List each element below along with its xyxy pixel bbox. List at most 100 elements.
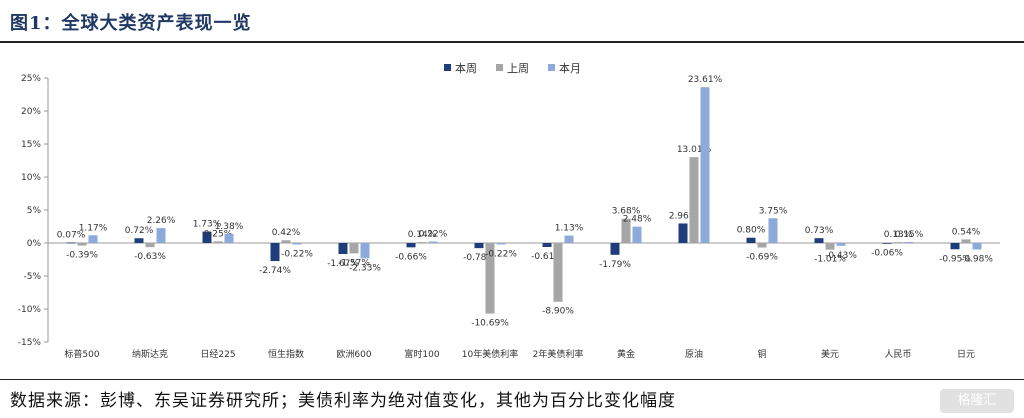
bar-last-week xyxy=(961,239,971,243)
data-label: -0.98% xyxy=(961,254,993,264)
data-label: -10.69% xyxy=(471,319,509,329)
data-label: -0.06% xyxy=(871,248,903,258)
data-label: -8.90% xyxy=(542,307,574,317)
category-label: 铜 xyxy=(757,348,766,360)
bar-this-month xyxy=(224,233,234,243)
data-label: -1.57% xyxy=(338,258,370,268)
bar-this-week xyxy=(814,238,824,243)
data-label: 0.72% xyxy=(125,226,154,236)
bar-last-week xyxy=(281,240,291,243)
category-label: 2年美债利率 xyxy=(533,348,584,360)
bar-last-week xyxy=(485,243,495,314)
bar-last-week xyxy=(77,243,87,246)
data-label: 0.07% xyxy=(57,231,86,241)
data-label: 1.73% xyxy=(193,220,222,230)
bar-this-week xyxy=(610,243,620,255)
bar-this-week xyxy=(950,243,960,250)
figure-header: 图1：全球大类资产表现一览 xyxy=(0,0,1024,42)
bar-this-week xyxy=(542,243,552,248)
data-label: 23.61% xyxy=(688,75,723,85)
bar-this-month xyxy=(156,228,166,243)
bar-last-week xyxy=(145,243,155,248)
figure-title: 图1：全球大类资产表现一览 xyxy=(10,13,252,34)
category-label: 标普500 xyxy=(64,348,99,360)
bar-last-week xyxy=(417,242,427,243)
y-tick-label: 20% xyxy=(21,107,41,117)
bar-this-month xyxy=(768,218,778,243)
data-label: 2.96% xyxy=(669,211,698,221)
bar-this-week xyxy=(338,243,348,255)
category-label: 黄金 xyxy=(617,348,635,360)
data-label: 1.17% xyxy=(79,223,108,233)
bar-this-month xyxy=(972,243,982,250)
watermark-logo: 格隆汇 xyxy=(940,389,1014,413)
bar-this-month xyxy=(292,243,302,245)
bar-last-week xyxy=(757,243,767,248)
bar-this-month xyxy=(496,243,506,245)
category-label: 日元 xyxy=(957,349,975,360)
bar-this-month xyxy=(564,235,574,243)
data-label: 0.54% xyxy=(952,227,981,237)
bar-last-week xyxy=(621,218,631,243)
bar-this-week xyxy=(746,237,756,243)
bar-this-week xyxy=(678,223,688,243)
category-label: 纳斯达克 xyxy=(132,348,168,360)
data-label: 2.48% xyxy=(623,215,652,225)
data-label: -0.78% xyxy=(463,253,495,263)
data-label: -0.22% xyxy=(281,249,313,259)
category-label: 欧洲600 xyxy=(336,348,371,360)
data-label: 3.75% xyxy=(759,206,788,216)
data-label: -1.67% xyxy=(327,259,359,269)
category-label: 美元 xyxy=(821,348,839,360)
bar-this-week xyxy=(882,243,892,244)
legend-entry: 上周 xyxy=(507,62,529,75)
bar-this-month xyxy=(360,243,370,259)
y-tick-label: 15% xyxy=(21,140,41,150)
category-label: 10年美债利率 xyxy=(462,348,518,360)
data-label: -0.95% xyxy=(939,254,971,264)
data-label: -0.63% xyxy=(134,252,166,262)
bar-this-month xyxy=(632,226,642,243)
data-label: 0.14% xyxy=(408,230,437,240)
data-label: 0.22% xyxy=(419,230,448,240)
bar-this-month xyxy=(836,243,846,246)
y-tick-label: 0% xyxy=(27,239,42,249)
data-label: -0.66% xyxy=(395,252,427,262)
bar-this-month xyxy=(88,235,98,243)
data-label: -0.22% xyxy=(485,249,517,259)
bar-last-week xyxy=(213,241,223,243)
data-label: 0.25% xyxy=(204,229,233,239)
data-label: 1.38% xyxy=(215,222,244,232)
data-label: -0.69% xyxy=(746,253,778,263)
legend-entry: 本周 xyxy=(455,61,477,75)
category-label: 日经225 xyxy=(200,348,235,360)
data-label: 0.42% xyxy=(272,228,301,238)
bar-last-week xyxy=(893,242,903,243)
bar-this-week xyxy=(202,231,212,243)
source-note: 数据来源：彭博、东吴证券研究所；美债利率为绝对值变化，其他为百分比变化幅度 xyxy=(10,391,676,411)
bar-this-month xyxy=(904,242,914,243)
data-label: 2.26% xyxy=(147,216,176,226)
data-label: 0.15% xyxy=(895,230,924,240)
category-label: 恒生指数 xyxy=(268,348,304,360)
y-tick-label: 25% xyxy=(21,74,41,84)
bar-last-week xyxy=(553,243,563,302)
data-label: -2.33% xyxy=(349,263,381,273)
data-label: -1.01% xyxy=(814,255,846,265)
y-tick-label: -15% xyxy=(18,338,42,348)
legend-swatch xyxy=(496,64,503,71)
data-label: 13.01% xyxy=(677,145,712,155)
bar-this-week xyxy=(406,243,416,248)
data-label: 0.73% xyxy=(805,226,834,236)
data-label: -0.43% xyxy=(825,251,857,261)
data-label: 3.68% xyxy=(612,207,641,217)
category-label: 富时100 xyxy=(404,348,439,360)
data-label: 0.13% xyxy=(884,230,913,240)
bar-last-week xyxy=(825,243,835,250)
bar-chart: 25% 20% 15% 10% 5% 0% -5% -10% -15% 0.07% -0.39% 1.… xyxy=(18,61,1000,360)
y-tick-label: -5% xyxy=(23,272,41,282)
top-rule xyxy=(0,41,1024,43)
bar-this-week xyxy=(270,243,280,262)
bar-this-month xyxy=(700,87,710,243)
data-label: 1.13% xyxy=(555,224,584,234)
